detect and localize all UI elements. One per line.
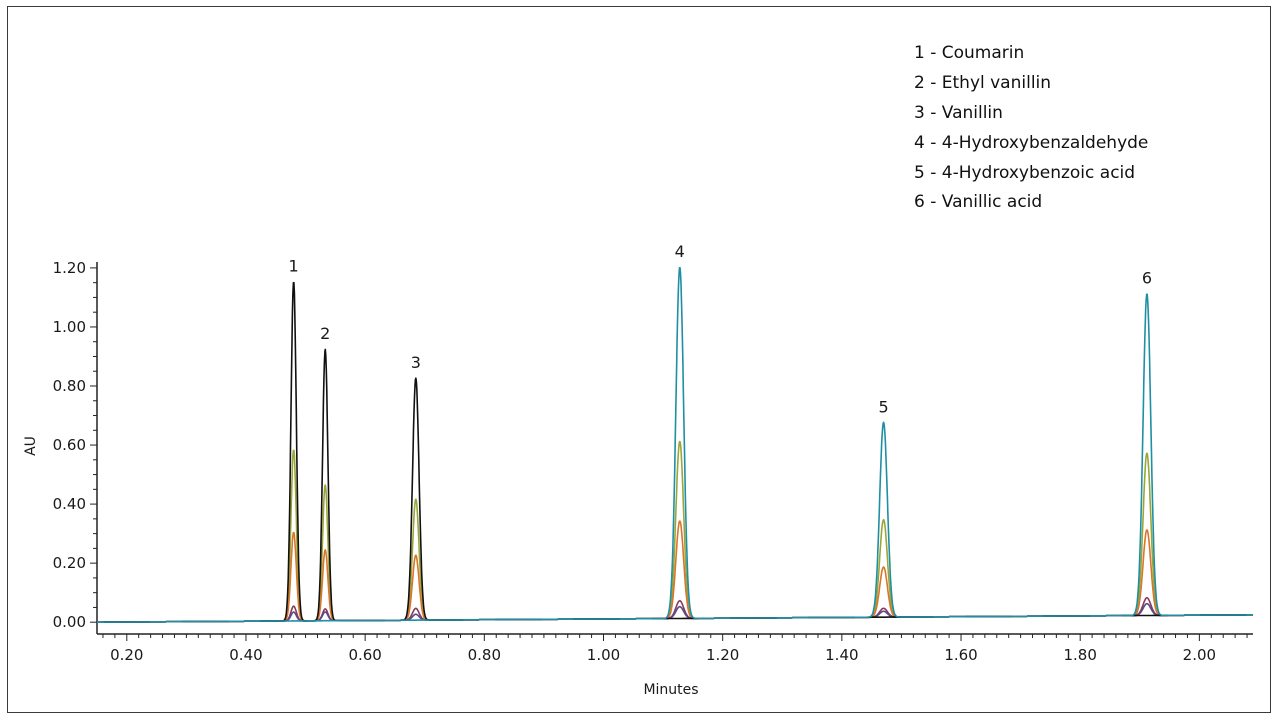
peak-label-1: 1 xyxy=(289,256,299,275)
peak-label-4: 4 xyxy=(675,242,685,261)
legend-entry-5: 5 - 4-Hydroxybenzoic acid xyxy=(914,163,1135,183)
y-ticks: 0.00 0.20 0.40 0.60 0.80 1.00 1.20 xyxy=(53,259,97,631)
legend: 1 - Coumarin 2 - Ethyl vanillin 3 - Vani… xyxy=(914,43,1148,212)
legend-entry-4: 4 - 4-Hydroxybenzaldehyde xyxy=(914,133,1148,153)
x-tick-label: 0.80 xyxy=(468,646,501,664)
peak-labels: 1 2 3 4 5 6 xyxy=(289,242,1152,416)
legend-entry-3: 3 - Vanillin xyxy=(914,103,1003,123)
x-axis-title: Minutes xyxy=(643,682,698,698)
peak-label-6: 6 xyxy=(1142,269,1152,288)
legend-entry-1: 1 - Coumarin xyxy=(914,43,1024,63)
trace-line-6 xyxy=(96,602,1254,623)
x-tick-label: 1.40 xyxy=(825,646,858,664)
x-tick-label: 1.00 xyxy=(587,646,620,664)
peak-label-2: 2 xyxy=(320,324,330,343)
x-tick-label: 1.80 xyxy=(1063,646,1096,664)
traces xyxy=(96,267,1254,623)
chart-frame xyxy=(7,6,1271,713)
y-tick-label: 1.00 xyxy=(53,318,86,336)
x-tick-label: 0.40 xyxy=(229,646,262,664)
trace-line-2 xyxy=(96,267,1254,623)
legend-entry-2: 2 - Ethyl vanillin xyxy=(914,73,1051,93)
y-tick-label: 0.40 xyxy=(53,495,86,513)
legend-entry-6: 6 - Vanillic acid xyxy=(914,192,1042,212)
x-tick-label: 0.20 xyxy=(110,646,143,664)
y-axis-title: AU xyxy=(23,436,39,456)
x-ticks: 0.20 0.40 0.60 0.80 1.00 1.20 1.40 1.60 1.80 2.00 xyxy=(102,634,1248,664)
x-tick-label: 2.00 xyxy=(1183,646,1216,664)
x-tick-label: 1.60 xyxy=(944,646,977,664)
x-tick-label: 1.20 xyxy=(706,646,739,664)
y-tick-label: 0.60 xyxy=(53,436,86,454)
y-tick-label: 1.20 xyxy=(53,259,86,277)
y-tick-label: 0.80 xyxy=(53,377,86,395)
y-tick-label: 0.20 xyxy=(53,554,86,572)
y-tick-label: 0.00 xyxy=(53,613,86,631)
peak-label-3: 3 xyxy=(411,353,421,372)
x-tick-label: 0.60 xyxy=(348,646,381,664)
peak-label-5: 5 xyxy=(878,397,888,416)
